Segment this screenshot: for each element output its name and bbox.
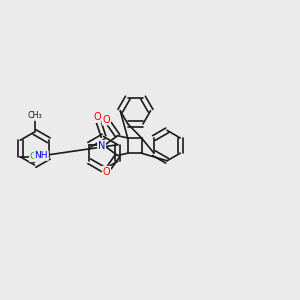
Text: N: N <box>98 141 105 151</box>
Text: O: O <box>103 115 110 124</box>
Text: O: O <box>93 112 101 122</box>
Text: NH: NH <box>34 151 48 160</box>
Text: Cl: Cl <box>30 152 39 161</box>
Text: O: O <box>103 167 110 177</box>
Text: CH₃: CH₃ <box>27 111 42 120</box>
